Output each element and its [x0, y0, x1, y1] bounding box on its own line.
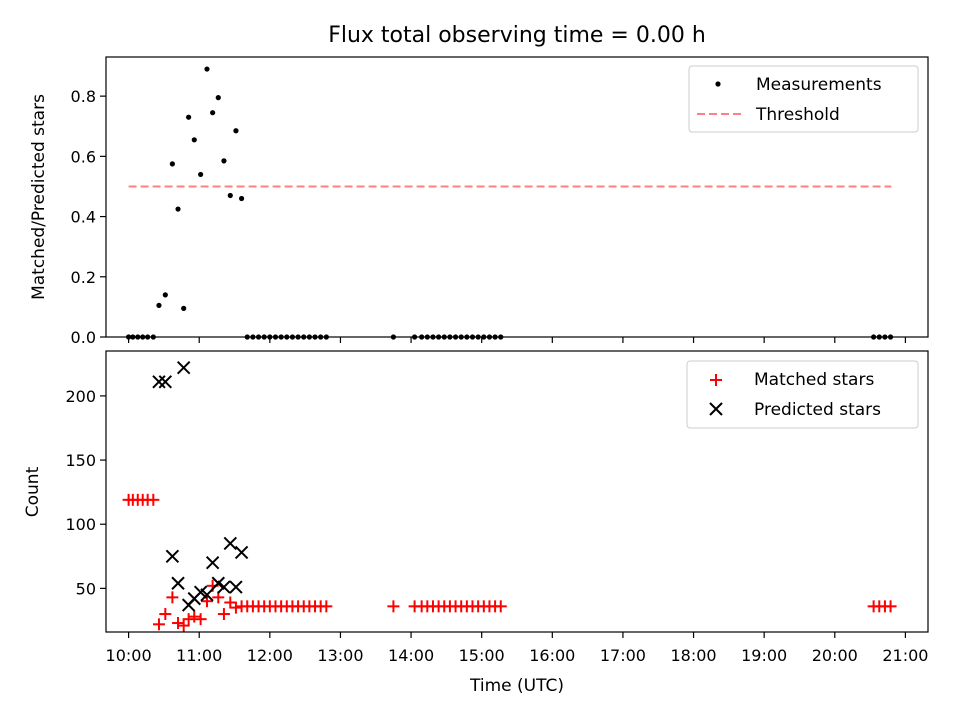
matched-star-point: [188, 610, 201, 623]
measurement-point: [162, 292, 168, 298]
legend-predicted-label: Predicted stars: [754, 400, 881, 420]
x-tick-label: 17:00: [600, 646, 646, 665]
x-tick-label: 20:00: [812, 646, 858, 665]
measurement-point: [198, 171, 204, 178]
top-y-tick-label: 0.4: [71, 208, 96, 227]
measurement-point: [169, 161, 175, 167]
top-y-tick-label: 0.0: [71, 328, 96, 347]
predicted-star-point: [234, 545, 249, 560]
top-y-tick-label: 0.8: [71, 87, 96, 106]
measurement-point: [156, 302, 162, 308]
x-axis-label: Time (UTC): [469, 676, 564, 696]
legend-measurements-label: Measurements: [756, 75, 882, 95]
x-tick-label: 11:00: [176, 646, 222, 665]
x-tick-label: 10:00: [106, 646, 152, 665]
predicted-star-point: [223, 536, 237, 551]
top-y-axis-label: Matched/Predicted stars: [29, 94, 49, 300]
measurement-point: [233, 128, 239, 134]
predicted-star-point: [171, 576, 185, 590]
x-tick-label: 18:00: [670, 646, 716, 665]
matched-star-point: [217, 608, 230, 621]
measurement-point: [204, 66, 210, 72]
top-legend-box: [688, 65, 919, 133]
bottom-legend-box: [686, 360, 919, 429]
measurement-point: [221, 158, 227, 164]
legend-threshold-label: Threshold: [755, 105, 840, 125]
predicted-star-point: [176, 360, 191, 375]
matched-star-point: [320, 600, 333, 613]
top-y-tick-label: 0.2: [71, 268, 96, 287]
predicted-star-point: [200, 588, 214, 602]
x-tick-label: 16:00: [529, 646, 575, 665]
predicted-star-point: [165, 549, 180, 564]
bottom-y-tick-label: 200: [65, 387, 96, 406]
bottom-panel: 50 100 150 200 10:00 11:00 12:00 13:00 14:00 15:…: [23, 350, 929, 696]
chart-title: Flux total observing time = 0.00 h: [328, 23, 706, 48]
matched-star-point: [200, 595, 213, 608]
legend-predicted-marker: [709, 402, 723, 416]
matched-star-point: [194, 613, 207, 626]
x-tick-label: 21:00: [882, 646, 928, 665]
predicted-star-point: [205, 556, 220, 570]
predicted-star-point: [158, 375, 173, 389]
bottom-x-ticks: 10:00 11:00 12:00 13:00 14:00 15:00 16:00 17:00…: [106, 632, 928, 665]
predicted-star-point: [217, 580, 231, 594]
measurement-point: [175, 206, 181, 212]
bottom-y-ticks: 50 100 150 200: [65, 387, 106, 598]
matched-star-point: [147, 493, 160, 506]
measurement-point: [215, 95, 221, 101]
matched-star-point: [229, 601, 242, 614]
bottom-plot-frame: [105, 350, 929, 633]
measurement-point: [191, 137, 197, 143]
legend-matched-label: Matched stars: [754, 370, 874, 390]
top-legend: Measurements Threshold: [688, 65, 919, 133]
measurement-point: [238, 195, 245, 202]
measurement-point: [186, 114, 192, 120]
bottom-y-tick-label: 100: [65, 515, 96, 534]
x-tick-label: 19:00: [741, 646, 787, 665]
predicted-star-point: [152, 375, 166, 389]
bottom-y-tick-label: 50: [76, 579, 96, 598]
predicted-star-point: [229, 580, 243, 594]
bottom-y-tick-label: 150: [65, 451, 96, 470]
matched-star-point: [224, 596, 237, 609]
matched-star-point: [884, 600, 897, 613]
top-data-marks: [125, 66, 894, 340]
legend-measurements-marker: [715, 81, 721, 87]
top-y-ticks: 0.0 0.2 0.4 0.6 0.8: [71, 87, 106, 347]
matched-star-point: [166, 591, 179, 604]
bottom-data-marks: [122, 360, 897, 632]
x-tick-label: 12:00: [247, 646, 293, 665]
x-tick-label: 14:00: [388, 646, 434, 665]
matched-star-point: [494, 600, 507, 613]
matched-star-point: [152, 618, 165, 631]
top-panel: 0.00.20.40.60.8 Matched/Predicted stars …: [29, 56, 929, 347]
matched-star-point: [387, 600, 400, 613]
legend-matched-marker: [710, 374, 722, 386]
matched-star-point: [177, 619, 190, 632]
matched-star-point: [182, 613, 195, 626]
matched-star-point: [159, 608, 172, 621]
matched-star-point: [172, 617, 185, 630]
measurement-point: [181, 305, 187, 311]
x-tick-label: 15:00: [459, 646, 505, 665]
predicted-star-point: [211, 576, 225, 590]
bottom-y-axis-label: Count: [23, 466, 43, 517]
x-tick-label: 13:00: [317, 646, 363, 665]
measurement-point: [227, 192, 233, 199]
measurement-point: [210, 110, 216, 116]
top-y-tick-label: 0.6: [71, 147, 96, 166]
bottom-legend: Matched stars Predicted stars: [686, 360, 919, 429]
top-plot-frame: [105, 56, 929, 338]
